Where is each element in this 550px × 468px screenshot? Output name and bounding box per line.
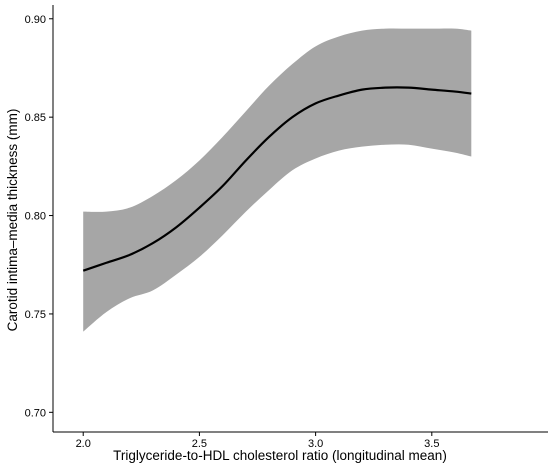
y-axis-title: Carotid intima–media thickness (mm) [5, 109, 20, 332]
x-tick-label: 3.0 [308, 438, 323, 450]
y-tick-label: 0.80 [25, 211, 46, 223]
y-tick-label: 0.90 [25, 14, 46, 26]
confidence-band-layer [83, 28, 472, 332]
x-ticks: 2.0 2.5 3.0 3.5 [76, 432, 439, 450]
confidence-band [83, 28, 472, 332]
fit-line [82, 86, 472, 272]
y-tick-label: 0.75 [25, 309, 46, 321]
y-tick-label: 0.70 [25, 407, 46, 419]
x-axis-title: Triglyceride-to-HDL cholesterol ratio (l… [113, 448, 447, 463]
y-ticks: 0.70 0.75 0.80 0.85 0.90 [25, 14, 53, 419]
y-tick-label: 0.85 [25, 112, 46, 124]
x-tick-label: 2.0 [76, 438, 91, 450]
x-tick-label: 3.5 [424, 438, 439, 450]
fit-line-layer [82, 86, 472, 272]
x-tick-label: 2.5 [192, 438, 207, 450]
